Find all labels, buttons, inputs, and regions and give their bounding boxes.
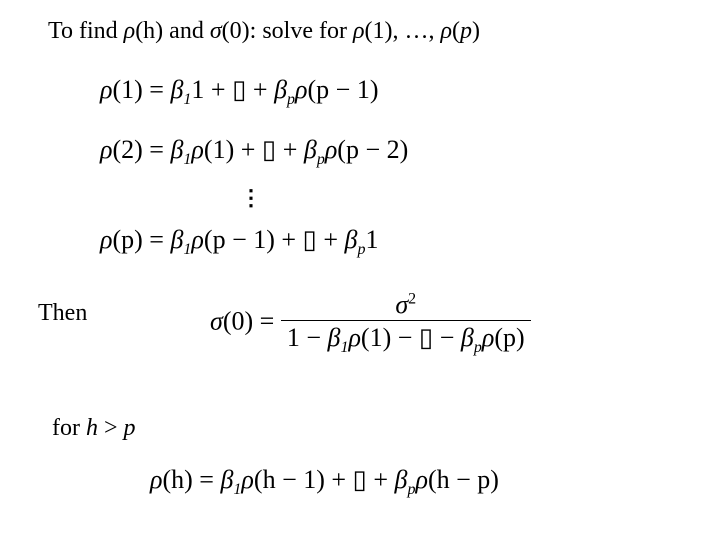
- text: (: [452, 18, 460, 44]
- rho: ρ: [124, 18, 136, 44]
- beta: β: [327, 323, 340, 352]
- mid: 1 + ▯ +: [191, 75, 274, 104]
- lhs: (0) =: [223, 307, 281, 336]
- rho: ρ: [325, 135, 337, 164]
- beta: β: [170, 135, 183, 164]
- rho: ρ: [100, 75, 112, 104]
- vdots: ⋮: [240, 185, 262, 211]
- sigma: σ: [395, 290, 408, 319]
- sup: 2: [408, 290, 416, 307]
- beta: β: [170, 75, 183, 104]
- sub: p: [317, 151, 325, 168]
- h: h: [86, 415, 98, 441]
- numerator: σ2: [281, 290, 531, 320]
- rho: ρ: [440, 18, 452, 44]
- rho: ρ: [150, 465, 162, 494]
- text: (0): solve for: [222, 18, 353, 44]
- text: (h) and: [135, 18, 210, 44]
- fraction: σ2 1 − β1ρ(1) − ▯ − βpρ(p): [281, 290, 531, 357]
- rho: ρ: [191, 135, 203, 164]
- beta: β: [345, 225, 358, 254]
- rho: ρ: [100, 135, 112, 164]
- beta: β: [220, 465, 233, 494]
- sigma: σ: [210, 307, 223, 336]
- rho: ρ: [295, 75, 307, 104]
- rho: ρ: [100, 225, 112, 254]
- beta: β: [304, 135, 317, 164]
- equation-rhop: ρ(p) = β1ρ(p − 1) + ▯ + βp1: [100, 225, 378, 259]
- for: for: [52, 415, 86, 441]
- equation-rho1: ρ(1) = β11 + ▯ + βpρ(p − 1): [100, 75, 378, 109]
- mid: (1) − ▯ −: [361, 323, 461, 352]
- rho: ρ: [241, 465, 253, 494]
- rho: ρ: [415, 465, 427, 494]
- mid: (1) + ▯ +: [204, 135, 304, 164]
- d1: 1 −: [287, 323, 328, 352]
- sub: p: [287, 91, 295, 108]
- beta: β: [170, 225, 183, 254]
- rho: ρ: [353, 18, 365, 44]
- intro-text: To find ρ(h) and σ(0): solve for ρ(1), ……: [48, 18, 480, 45]
- equation-sigma0: σ(0) = σ2 1 − β1ρ(1) − ▯ − βpρ(p): [210, 290, 531, 357]
- sub: p: [474, 339, 482, 356]
- then-text: Then: [38, 300, 87, 327]
- mid: (h − 1) + ▯ +: [254, 465, 395, 494]
- lhs: (1) =: [112, 75, 170, 104]
- equation-rho2: ρ(2) = β1ρ(1) + ▯ + βpρ(p − 2): [100, 135, 408, 169]
- lhs: (h) =: [162, 465, 220, 494]
- equation-rhoh: ρ(h) = β1ρ(h − 1) + ▯ + βpρ(h − p): [150, 465, 499, 499]
- p: p: [124, 415, 136, 441]
- arg: (p − 1): [308, 75, 379, 104]
- text: To find: [48, 18, 124, 44]
- rho: ρ: [482, 323, 494, 352]
- arg: (h − p): [428, 465, 499, 494]
- lhs: (2) =: [112, 135, 170, 164]
- text: (1), …,: [365, 18, 441, 44]
- rho: ρ: [191, 225, 203, 254]
- denominator: 1 − β1ρ(1) − ▯ − βpρ(p): [281, 320, 531, 357]
- mid: (p − 1) + ▯ +: [204, 225, 345, 254]
- var-p: p: [460, 18, 472, 44]
- one: 1: [365, 225, 378, 254]
- sigma: σ: [210, 18, 222, 44]
- arg: (p): [494, 323, 524, 352]
- lhs: (p) =: [112, 225, 170, 254]
- gt: >: [98, 415, 124, 441]
- text: ): [472, 18, 480, 44]
- beta: β: [395, 465, 408, 494]
- beta: β: [461, 323, 474, 352]
- arg: (p − 2): [337, 135, 408, 164]
- for-h-gt-p: for h > p: [52, 415, 136, 442]
- beta: β: [274, 75, 287, 104]
- rho: ρ: [348, 323, 360, 352]
